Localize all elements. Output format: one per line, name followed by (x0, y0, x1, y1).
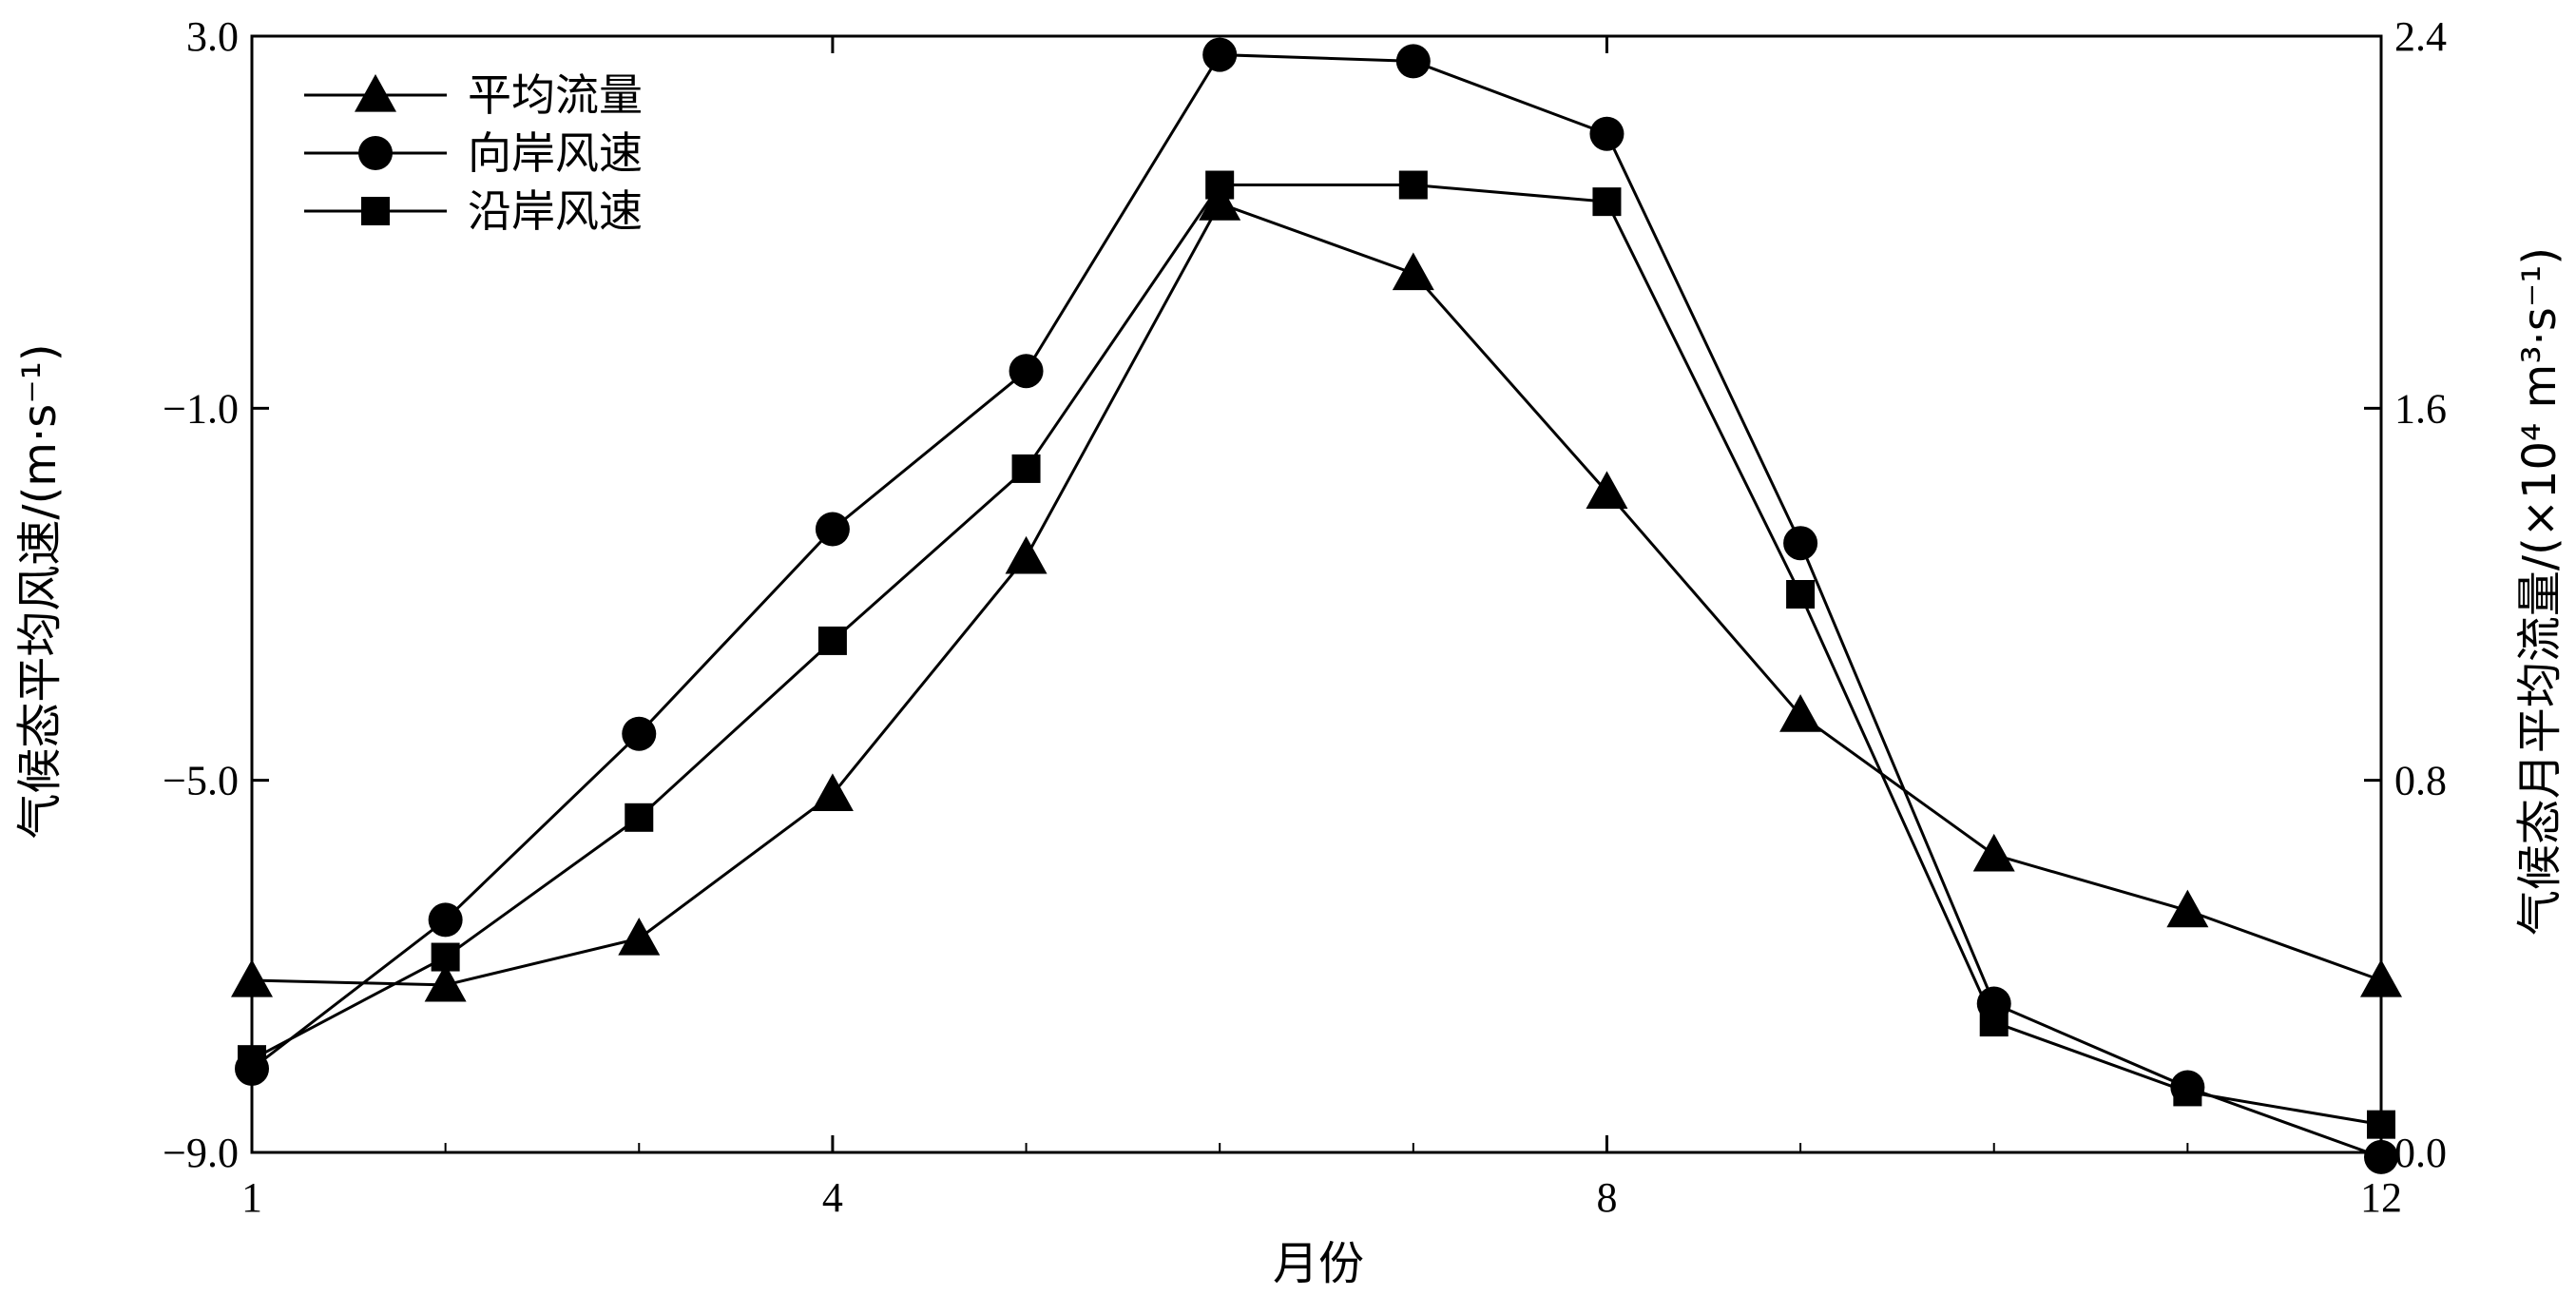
data-point (1779, 694, 1822, 732)
data-point (231, 959, 273, 997)
data-point (1199, 183, 1241, 221)
data-point (1395, 44, 1431, 79)
data-point (1972, 833, 2015, 872)
y-right-tick-label: 1.6 (2394, 385, 2447, 432)
series-line-1 (251, 202, 2382, 987)
series-layer (231, 37, 2402, 1174)
data-point (1009, 354, 1044, 389)
y-left-tick-label: −5.0 (163, 758, 239, 804)
data-point (428, 902, 463, 938)
y-right-tick-label: 2.4 (2394, 13, 2447, 60)
data-point (1586, 471, 1628, 509)
data-point (1592, 187, 1622, 217)
x-axis-label: 月份 (1273, 1237, 1364, 1290)
data-point (811, 773, 854, 811)
series-line-2 (251, 53, 2382, 1159)
data-point (424, 963, 467, 1002)
data-point (622, 716, 657, 751)
data-point (1589, 116, 1624, 151)
data-point (2367, 1110, 2395, 1139)
data-point (1392, 252, 1434, 291)
y-axis-left-label: 气候态平均风速/(m·s⁻¹) (13, 343, 67, 839)
data-point (431, 942, 460, 972)
y-right-tick-label: 0.0 (2394, 1130, 2447, 1176)
legend-label: 向岸风速 (468, 127, 643, 179)
plot-frame (250, 34, 2383, 1154)
data-point (1011, 454, 1041, 483)
data-point (1786, 580, 1816, 609)
data-point (2173, 1077, 2202, 1107)
x-tick-label: 1 (241, 1174, 262, 1221)
data-point (1205, 170, 1235, 200)
data-point (2360, 959, 2402, 997)
x-tick-label: 4 (822, 1174, 843, 1221)
legend-marker (358, 136, 393, 170)
data-point (817, 626, 847, 655)
y-axis-right-label: 气候态月平均流量/(×10⁴ m³·s⁻¹) (2513, 247, 2566, 936)
data-point (618, 917, 661, 956)
data-point (1202, 37, 1238, 72)
legend-marker (355, 74, 396, 112)
data-point (1783, 526, 1818, 561)
data-point (2166, 889, 2209, 928)
axes-group: 1 4 8 12 3.0 −1.0 −5.0 −9.0 2.4 1.6 0.8 0.0 (163, 13, 2447, 1221)
data-point (625, 803, 654, 832)
legend-marker (361, 197, 390, 225)
data-point (238, 1045, 266, 1074)
x-tick-label: 8 (1596, 1174, 1617, 1221)
data-point (1398, 170, 1428, 200)
y-left-tick-label: −9.0 (163, 1130, 239, 1176)
legend-label: 平均流量 (468, 69, 643, 121)
y-right-tick-label: 0.8 (2394, 758, 2447, 804)
series-line-3 (251, 184, 2382, 1127)
data-point (1005, 535, 1048, 574)
legend-label: 沿岸风速 (468, 185, 643, 237)
data-point (815, 512, 850, 547)
data-point (1979, 1008, 2009, 1037)
x-tick-label: 12 (2360, 1174, 2402, 1221)
y-left-tick-label: 3.0 (186, 13, 239, 60)
data-point (2364, 1139, 2398, 1174)
y-left-tick-label: −1.0 (163, 385, 239, 432)
